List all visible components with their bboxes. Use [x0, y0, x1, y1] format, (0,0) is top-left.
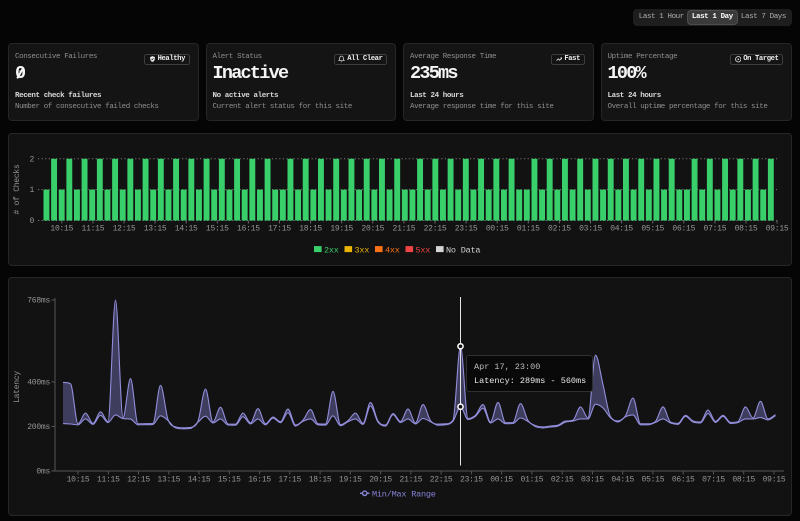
- svg-text:4xx: 4xx: [385, 245, 400, 255]
- svg-text:07:15: 07:15: [703, 224, 726, 233]
- svg-text:5xx: 5xx: [415, 245, 430, 255]
- svg-text:02:15: 02:15: [548, 224, 571, 233]
- svg-text:03:15: 03:15: [581, 475, 604, 484]
- svg-text:06:15: 06:15: [671, 475, 694, 484]
- svg-text:05:15: 05:15: [641, 475, 664, 484]
- svg-text:1: 1: [29, 186, 34, 195]
- svg-text:17:15: 17:15: [278, 475, 301, 484]
- svg-text:12:15: 12:15: [112, 224, 135, 233]
- svg-text:200ms: 200ms: [27, 423, 50, 432]
- svg-text:19:15: 19:15: [330, 224, 353, 233]
- svg-text:15:15: 15:15: [217, 475, 240, 484]
- svg-text:21:15: 21:15: [399, 475, 422, 484]
- svg-text:17:15: 17:15: [268, 224, 291, 233]
- svg-text:11:15: 11:15: [81, 224, 104, 233]
- svg-text:2: 2: [29, 155, 34, 164]
- svg-text:16:15: 16:15: [237, 224, 260, 233]
- svg-text:2xx: 2xx: [324, 245, 339, 255]
- svg-text:# of Checks: # of Checks: [13, 164, 22, 215]
- svg-text:3xx: 3xx: [354, 245, 369, 255]
- svg-text:00:15: 00:15: [485, 224, 508, 233]
- svg-text:10:15: 10:15: [50, 224, 73, 233]
- svg-text:09:15: 09:15: [762, 475, 785, 484]
- svg-text:08:15: 08:15: [732, 475, 755, 484]
- svg-text:08:15: 08:15: [734, 224, 757, 233]
- svg-text:23:15: 23:15: [454, 224, 477, 233]
- svg-text:00:15: 00:15: [490, 475, 513, 484]
- svg-text:16:15: 16:15: [248, 475, 271, 484]
- svg-text:19:15: 19:15: [338, 475, 361, 484]
- svg-text:22:15: 22:15: [429, 475, 452, 484]
- svg-text:768ms: 768ms: [27, 296, 50, 305]
- svg-text:02:15: 02:15: [550, 475, 573, 484]
- svg-text:10:15: 10:15: [66, 475, 89, 484]
- svg-text:13:15: 13:15: [157, 475, 180, 484]
- svg-text:400ms: 400ms: [27, 378, 50, 387]
- svg-text:Latency: Latency: [13, 370, 22, 402]
- svg-text:18:15: 18:15: [299, 224, 322, 233]
- svg-text:Min/Max Range: Min/Max Range: [372, 489, 436, 499]
- svg-text:11:15: 11:15: [96, 475, 119, 484]
- svg-text:09:15: 09:15: [765, 224, 788, 233]
- svg-text:20:15: 20:15: [369, 475, 392, 484]
- svg-text:15:15: 15:15: [205, 224, 228, 233]
- svg-text:0ms: 0ms: [36, 467, 50, 476]
- svg-text:01:15: 01:15: [516, 224, 539, 233]
- svg-text:14:15: 14:15: [174, 224, 197, 233]
- svg-text:12:15: 12:15: [127, 475, 150, 484]
- svg-text:0: 0: [29, 217, 34, 226]
- svg-text:06:15: 06:15: [672, 224, 695, 233]
- svg-text:01:15: 01:15: [520, 475, 543, 484]
- svg-text:07:15: 07:15: [702, 475, 725, 484]
- svg-text:22:15: 22:15: [423, 224, 446, 233]
- svg-text:04:15: 04:15: [611, 475, 634, 484]
- svg-text:No Data: No Data: [446, 245, 480, 255]
- svg-text:18:15: 18:15: [308, 475, 331, 484]
- svg-text:14:15: 14:15: [187, 475, 210, 484]
- svg-text:13:15: 13:15: [143, 224, 166, 233]
- svg-text:03:15: 03:15: [579, 224, 602, 233]
- svg-text:05:15: 05:15: [641, 224, 664, 233]
- svg-text:21:15: 21:15: [392, 224, 415, 233]
- svg-text:20:15: 20:15: [361, 224, 384, 233]
- svg-text:23:15: 23:15: [460, 475, 483, 484]
- svg-text:04:15: 04:15: [610, 224, 633, 233]
